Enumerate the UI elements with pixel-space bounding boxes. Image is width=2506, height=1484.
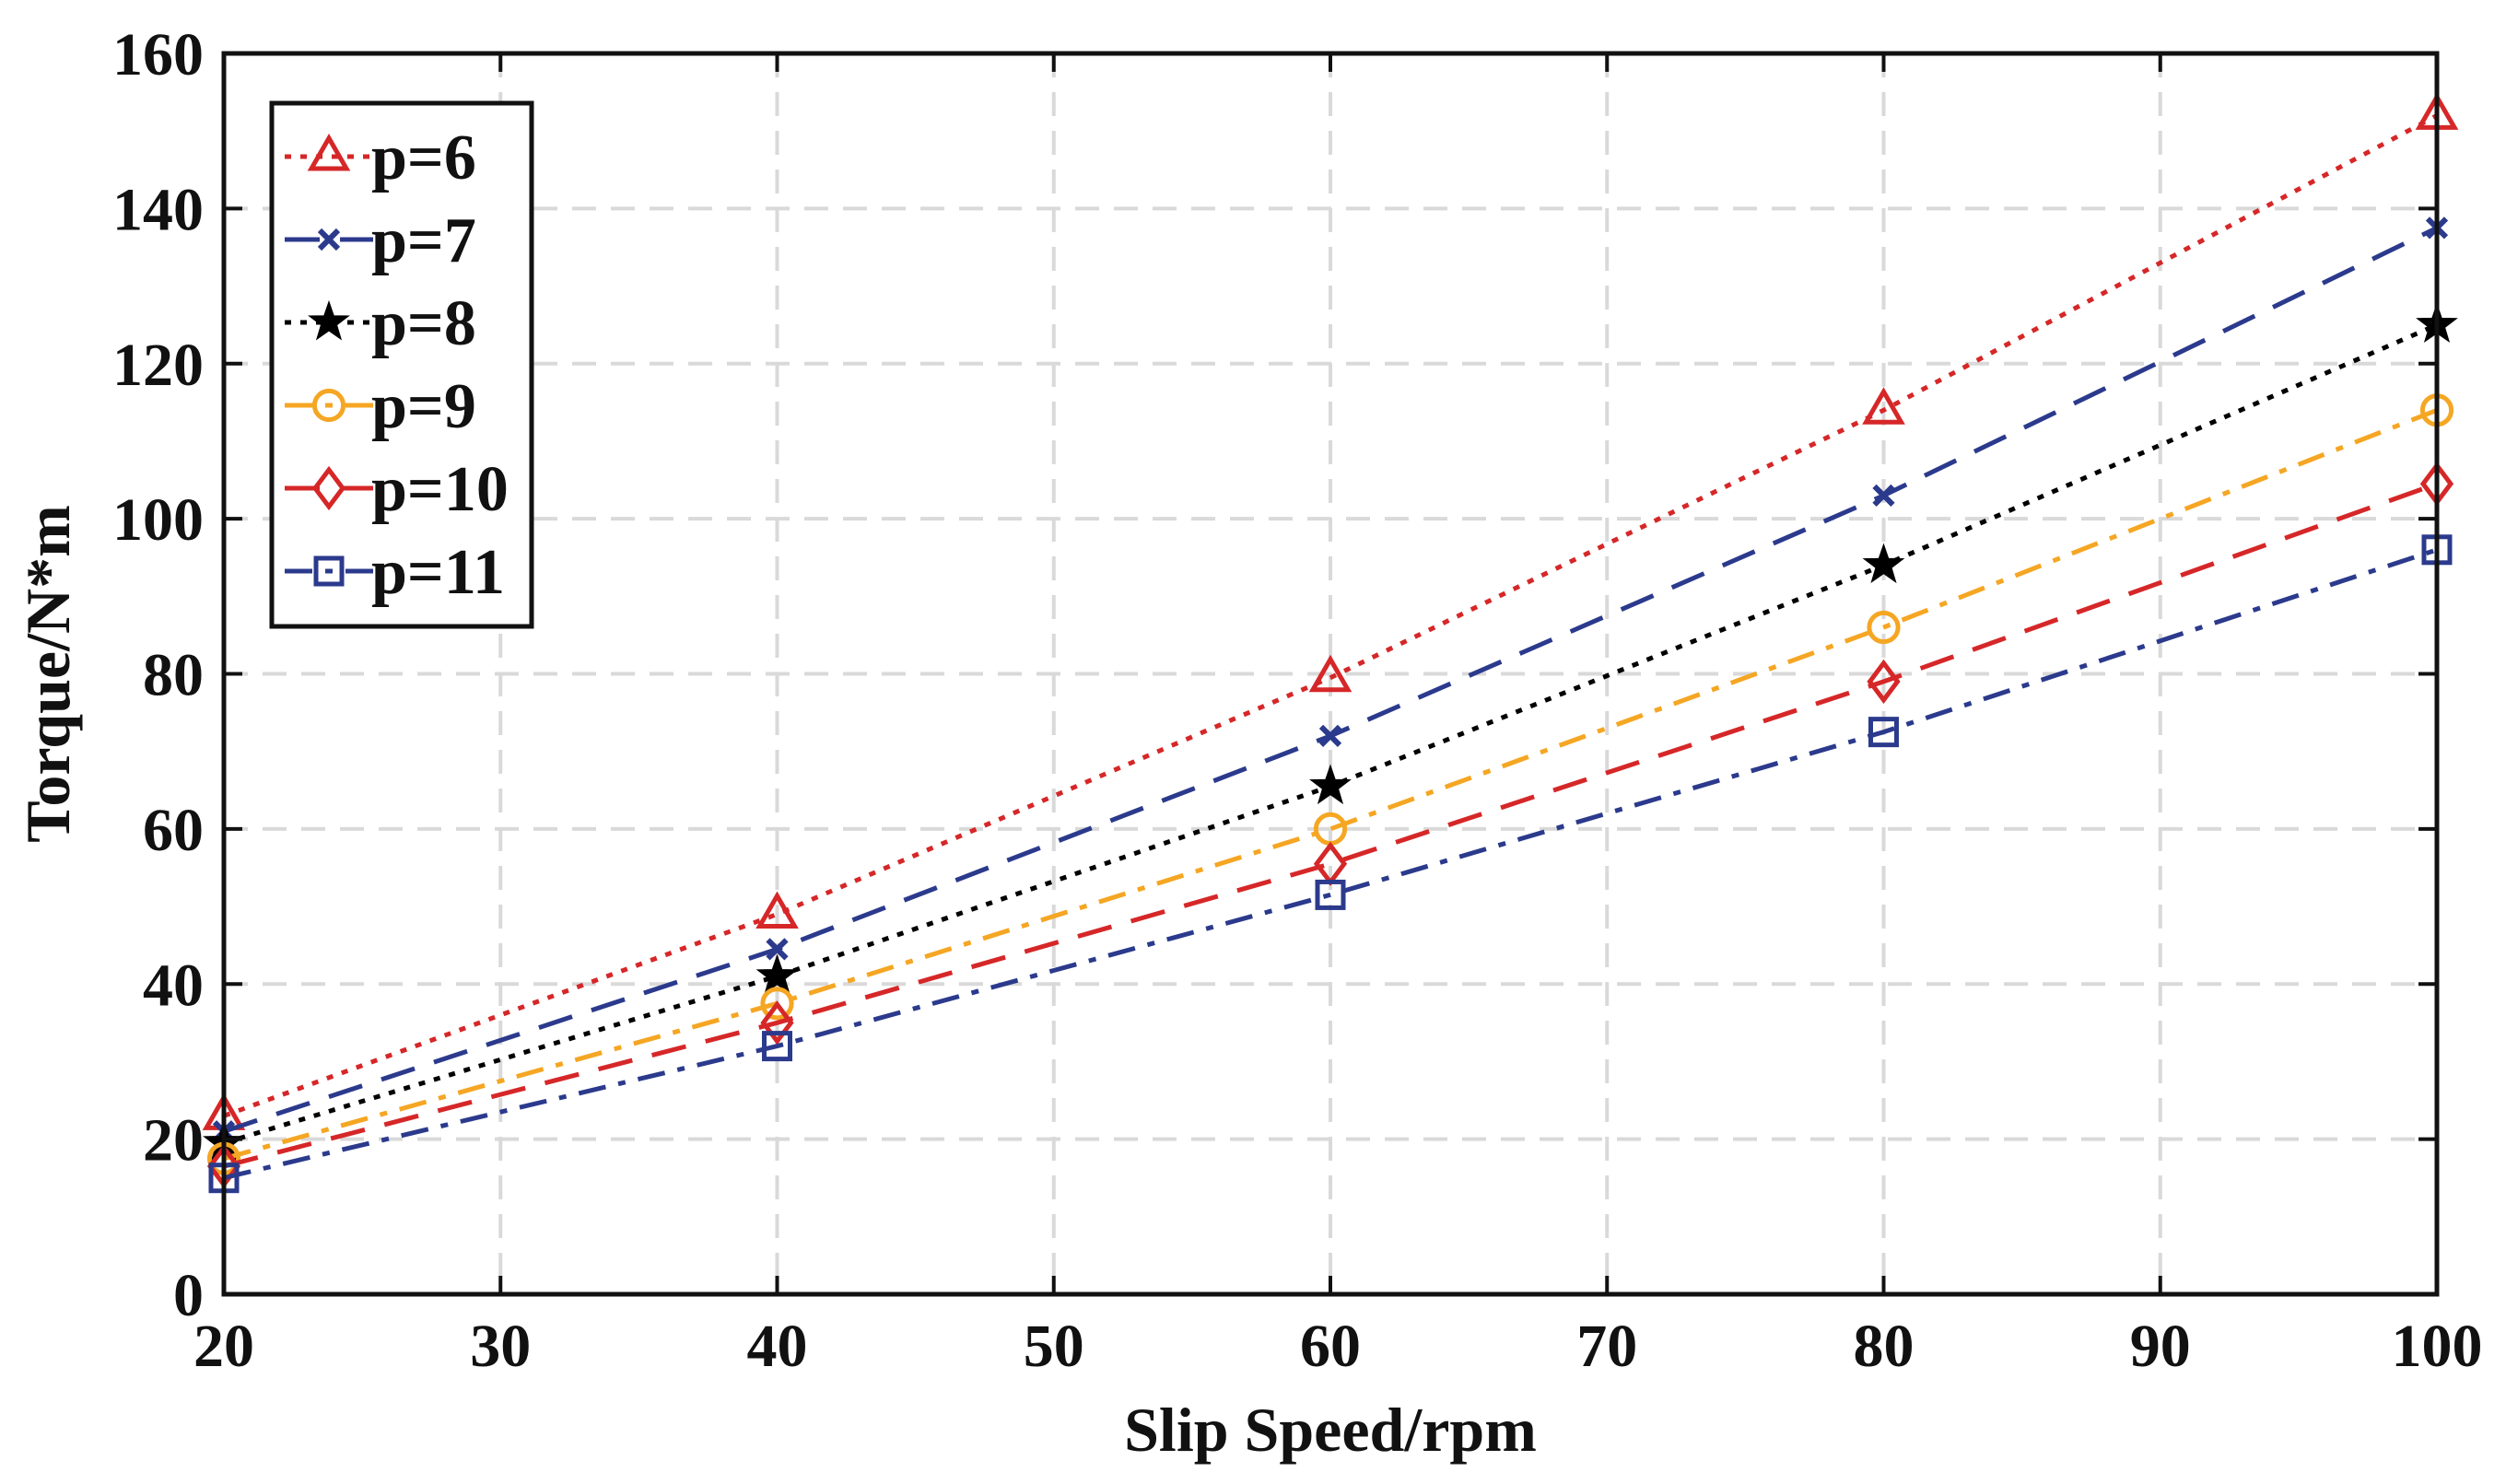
y-tick-label: 160 bbox=[112, 21, 204, 88]
x-tick-label: 90 bbox=[2130, 1313, 2191, 1380]
y-tick-label: 60 bbox=[143, 797, 204, 864]
legend-item: p=11 bbox=[285, 537, 505, 608]
data-series bbox=[202, 92, 2459, 1194]
y-tick-label: 40 bbox=[143, 952, 204, 1019]
data-point bbox=[755, 891, 799, 929]
legend-item: p=10 bbox=[285, 454, 509, 525]
y-tick-label: 100 bbox=[112, 486, 204, 554]
legend-marker bbox=[307, 133, 351, 171]
legend-item: p=9 bbox=[285, 371, 476, 442]
legend-marker bbox=[313, 555, 345, 587]
legend-item: p=8 bbox=[285, 288, 476, 359]
x-tick-label: 80 bbox=[1854, 1313, 1915, 1380]
data-point bbox=[1309, 764, 1352, 805]
legend-label: p=11 bbox=[371, 537, 505, 608]
data-point bbox=[755, 953, 799, 995]
y-axis-label: Torque/N*m bbox=[13, 505, 83, 843]
legend-marker bbox=[317, 228, 341, 251]
legend-marker bbox=[308, 299, 350, 341]
legend: p=6 p=7 p=8 p=9 p=10 p=11 bbox=[269, 100, 534, 629]
x-tick-label: 70 bbox=[1576, 1313, 1637, 1380]
x-tick-label: 60 bbox=[1300, 1313, 1361, 1380]
series-line bbox=[223, 113, 2439, 1118]
legend-label: p=10 bbox=[371, 454, 509, 525]
data-point bbox=[1315, 879, 1346, 910]
data-point bbox=[760, 987, 794, 1021]
x-tick-label: 30 bbox=[470, 1313, 531, 1380]
series-line bbox=[223, 547, 2438, 1181]
x-tick-label: 100 bbox=[2392, 1313, 2483, 1380]
legend-label: p=6 bbox=[371, 123, 476, 193]
data-point bbox=[1308, 654, 1353, 693]
data-point bbox=[1862, 387, 1905, 425]
series-line bbox=[223, 407, 2438, 1162]
y-tick-label: 80 bbox=[143, 642, 204, 709]
y-tick-label: 140 bbox=[112, 176, 204, 243]
x-axis-label: Slip Speed/rpm bbox=[1124, 1395, 1537, 1465]
legend-item: p=6 bbox=[285, 123, 476, 193]
data-point bbox=[1868, 717, 1899, 748]
data-point bbox=[1318, 724, 1342, 747]
data-point bbox=[1867, 610, 1901, 645]
legend-label: p=7 bbox=[371, 205, 476, 276]
legend-label: p=9 bbox=[371, 371, 476, 442]
grid-lines bbox=[224, 53, 2437, 1294]
data-point bbox=[762, 1031, 792, 1062]
y-tick-label: 120 bbox=[112, 332, 204, 399]
y-tick-label: 20 bbox=[143, 1107, 204, 1174]
legend-marker bbox=[311, 465, 346, 511]
legend-item: p=7 bbox=[285, 205, 476, 276]
data-point bbox=[766, 938, 789, 961]
x-tick-label: 40 bbox=[747, 1313, 808, 1380]
x-tick-label: 50 bbox=[1024, 1313, 1084, 1380]
data-point bbox=[1872, 484, 1895, 507]
legend-box bbox=[269, 100, 534, 629]
legend-marker bbox=[311, 388, 346, 423]
data-point bbox=[1862, 543, 1905, 584]
x-tick-label: 20 bbox=[193, 1313, 254, 1380]
legend-label: p=8 bbox=[371, 288, 476, 359]
data-point bbox=[1867, 659, 1901, 705]
y-tick-label: 0 bbox=[173, 1262, 204, 1329]
data-point bbox=[760, 1000, 794, 1046]
